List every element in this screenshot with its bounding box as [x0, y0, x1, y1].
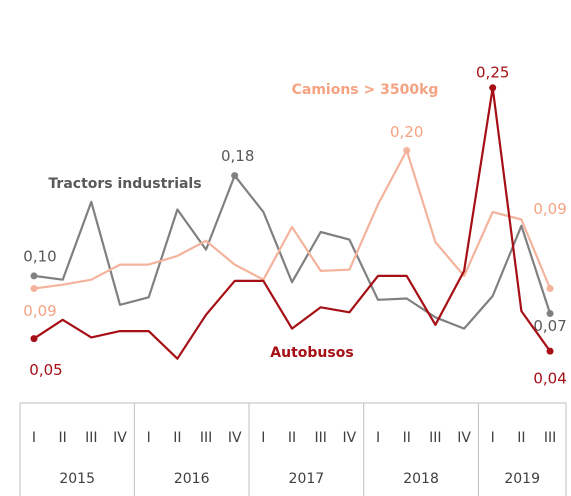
data-label: 0,20	[390, 123, 423, 141]
x-tick-label: I	[32, 430, 36, 446]
data-label: 0,18	[221, 147, 254, 165]
series-name: Camions > 3500kg	[292, 82, 439, 98]
x-tick-label: I	[147, 430, 151, 446]
x-tick-label: I	[491, 430, 495, 446]
x-tick-label: I	[376, 430, 380, 446]
data-label: 0,25	[476, 63, 509, 81]
x-tick-label: III	[200, 430, 212, 446]
point-marker	[30, 284, 38, 292]
x-tick-label: II	[517, 430, 525, 446]
year-label: 2015	[59, 471, 95, 487]
point-marker	[489, 84, 497, 92]
point-marker	[546, 310, 554, 318]
year-label: 2016	[174, 471, 210, 487]
year-label: 2017	[289, 471, 325, 487]
series-line	[33, 149, 552, 290]
x-tick-label: IV	[343, 430, 357, 446]
x-tick-label: II	[59, 430, 67, 446]
point-marker	[30, 335, 38, 343]
point-marker	[546, 347, 554, 355]
x-tick-label: II	[288, 430, 296, 446]
x-tick-label: IV	[457, 430, 471, 446]
data-label: 0,05	[29, 361, 62, 379]
data-label: 0,09	[23, 302, 56, 320]
data-label: 0,07	[533, 317, 566, 335]
point-marker	[30, 272, 38, 280]
series-name: Autobusos	[270, 345, 353, 361]
x-tick-label: III	[85, 430, 97, 446]
x-tick-label: II	[173, 430, 181, 446]
x-tick-label: III	[544, 430, 556, 446]
x-tick-label: I	[261, 430, 265, 446]
series-name: Tractors industrials	[48, 176, 201, 192]
data-label: 0,10	[23, 247, 56, 265]
point-marker	[403, 147, 411, 155]
data-label: 0,04	[533, 370, 566, 388]
x-tick-label: III	[429, 430, 441, 446]
year-label: 2019	[504, 471, 540, 487]
x-tick-label: III	[315, 430, 327, 446]
series-line	[33, 174, 552, 330]
x-tick-label: II	[403, 430, 411, 446]
point-marker	[231, 172, 239, 180]
year-label: 2018	[403, 471, 439, 487]
point-marker	[546, 284, 554, 292]
series-line	[33, 86, 551, 360]
data-label: 0,09	[533, 200, 566, 218]
x-tick-label: IV	[113, 430, 127, 446]
x-tick-label: IV	[228, 430, 242, 446]
